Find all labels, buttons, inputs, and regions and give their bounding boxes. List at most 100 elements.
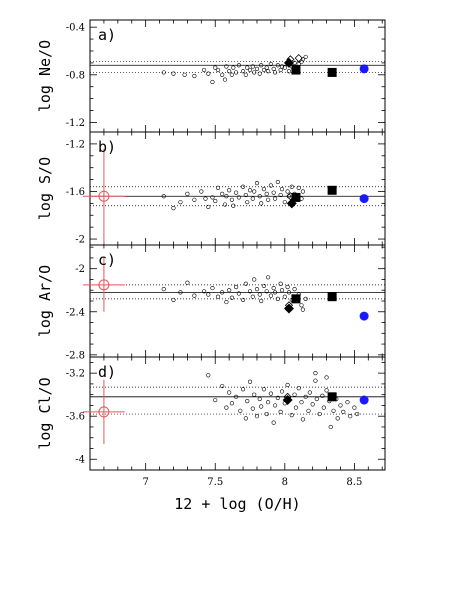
data-point-open-circle [259, 63, 264, 68]
data-point-open-circle [303, 54, 308, 60]
data-point-open-circle [240, 387, 246, 392]
data-point-open-circle [245, 200, 250, 205]
data-point-open-circle [234, 190, 239, 195]
data-point-open-circle [317, 411, 322, 417]
data-point-open-circle [264, 191, 269, 196]
data-point-open-circle [278, 409, 283, 414]
data-point-filled-square [327, 185, 337, 195]
error-cross-marker [98, 406, 110, 418]
data-point-open-circle [227, 288, 232, 293]
data-point-open-circle [282, 200, 287, 205]
panels: -0.4 -0.8 -1.2 a) log Ne/O -1.2 -1.6 -2 b) log S/… [36, 19, 386, 471]
data-point-open-circle [206, 373, 211, 378]
data-point-open-circle [243, 72, 248, 77]
data-point-open-circle [285, 284, 290, 290]
data-point-open-circle [206, 71, 211, 76]
data-point-open-circle [192, 197, 197, 202]
data-point-filled-diamond [282, 395, 293, 406]
panel-label: c) [98, 251, 116, 269]
data-point-open-circle [224, 64, 229, 69]
data-point-open-circle [192, 293, 197, 298]
data-point-open-circle [247, 188, 253, 193]
data-point-open-circle [229, 197, 235, 202]
data-point-open-circle [275, 63, 280, 68]
data-point-open-circle [324, 375, 329, 380]
data-point-open-circle [185, 280, 190, 285]
data-point-open-circle [220, 191, 225, 196]
data-point-open-circle [282, 294, 287, 299]
data-point-blue-circle [359, 64, 369, 74]
data-point-open-circle [247, 67, 253, 73]
data-point-open-circle [210, 79, 215, 85]
data-point-open-circle [261, 67, 267, 73]
data-point-open-circle [268, 391, 273, 396]
data-point-open-circle [320, 393, 325, 398]
data-point-open-circle [257, 194, 262, 199]
data-point-open-circle [266, 400, 271, 405]
data-point-open-circle [250, 294, 255, 299]
error-cross-marker [98, 190, 110, 202]
y-tick-label: -1.6 [66, 187, 85, 198]
data-point-open-circle [278, 281, 283, 286]
data-point-filled-square [327, 67, 337, 77]
y-axis-title: log S/O [36, 157, 54, 220]
data-point-open-circle [300, 417, 306, 422]
data-point-open-circle [285, 189, 290, 194]
data-point-open-circle [307, 390, 312, 395]
data-point-open-circle [206, 292, 211, 297]
data-point-open-circle [203, 196, 208, 201]
data-point-open-circle [310, 402, 315, 407]
data-point-open-circle [227, 188, 232, 193]
data-point-open-circle [250, 406, 255, 411]
data-point-open-circle [252, 392, 257, 397]
data-point-filled-diamond [283, 303, 294, 314]
data-point-open-circle [279, 64, 285, 69]
data-point-filled-square [291, 65, 301, 75]
data-point-open-circle [303, 296, 308, 301]
data-point-open-circle [271, 66, 276, 71]
plot-frame [89, 131, 386, 246]
data-point-open-circle [210, 195, 215, 200]
data-point-open-circle [272, 290, 278, 295]
y-tick-label: -2 [75, 264, 85, 275]
x-tick-label: 8 [282, 477, 288, 488]
data-point-open-circle [234, 284, 239, 290]
data-point-open-circle [289, 184, 294, 189]
data-point-open-circle [229, 295, 235, 300]
panel-label: d) [98, 363, 116, 381]
y-tick-label: -3.2 [66, 369, 85, 380]
y-tick-label: -0.4 [66, 23, 85, 34]
data-point-open-circle [293, 405, 299, 410]
data-point-open-circle [286, 69, 292, 74]
data-point-open-circle [278, 192, 283, 198]
data-point-open-circle [257, 396, 262, 402]
data-point-open-circle [271, 420, 276, 425]
data-point-open-circle [328, 424, 333, 430]
data-point-open-circle [224, 299, 229, 305]
data-point-open-circle [161, 194, 166, 199]
data-point-open-circle [268, 183, 273, 188]
data-point-open-circle [313, 371, 318, 376]
data-point-open-circle [215, 67, 221, 73]
data-point-open-circle [259, 201, 264, 206]
panel-2: -1.2 -1.6 -2 b) log S/O [36, 131, 386, 246]
data-point-open-circle [178, 290, 183, 295]
data-point-open-circle [279, 389, 285, 394]
data-point-open-circle [222, 202, 228, 207]
data-point-open-circle [250, 64, 255, 69]
data-point-open-circle [213, 198, 218, 204]
data-point-open-circle [299, 400, 304, 405]
data-point-open-circle [264, 411, 269, 417]
data-point-open-circle [278, 67, 283, 73]
data-point-open-circle [259, 404, 264, 409]
x-tick-labels: 7 7.5 8 8.5 [142, 477, 362, 488]
data-point-open-circle [268, 61, 273, 67]
data-point-open-circle [261, 387, 267, 392]
data-point-open-circle [222, 77, 228, 82]
data-point-open-circle [321, 405, 326, 410]
data-point-open-circle [335, 416, 340, 421]
data-point-open-circle [275, 179, 280, 185]
data-point-open-circle [215, 294, 221, 299]
data-point-open-circle [234, 394, 239, 399]
data-point-blue-circle [359, 194, 369, 204]
